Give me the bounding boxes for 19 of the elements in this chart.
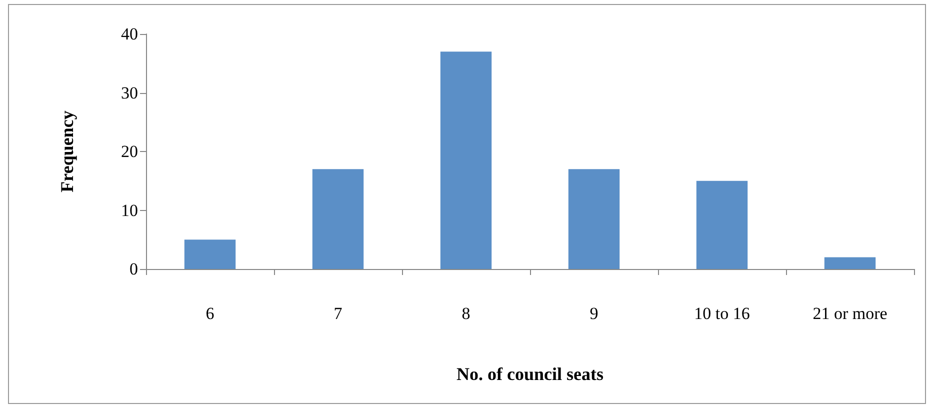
- x-tick-label: 10 to 16: [694, 304, 750, 323]
- y-tick-label: 0: [130, 260, 138, 278]
- x-axis-title: No. of council seats: [456, 364, 604, 384]
- x-tick-label: 21 or more: [812, 304, 888, 323]
- y-tick-label: 10: [121, 200, 138, 220]
- bar: [184, 240, 236, 269]
- x-tick-label: 9: [590, 304, 598, 323]
- bar: [696, 180, 748, 269]
- x-tick-label: 7: [334, 304, 343, 323]
- bar: [312, 169, 364, 269]
- bar: [568, 169, 620, 269]
- y-tick-label: 30: [121, 83, 138, 102]
- bar: [824, 257, 876, 269]
- y-tick-label: 40: [121, 24, 138, 44]
- bar: [440, 52, 492, 269]
- x-tick-label: 6: [206, 304, 214, 323]
- x-tick-label: 8: [462, 304, 470, 323]
- y-axis-title: Frequency: [57, 110, 77, 192]
- y-tick-label: 20: [121, 142, 138, 161]
